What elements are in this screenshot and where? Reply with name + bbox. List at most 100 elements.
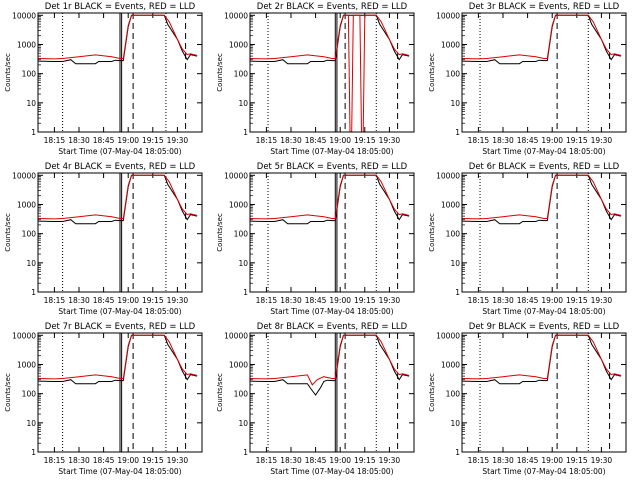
x-tick-label: 18:30 — [68, 456, 90, 465]
detector-panel-4: Det 4r BLACK = Events, RED = LLD Counts/s… — [4, 162, 203, 316]
x-axis-label: Start Time (07-May-04 18:05:00) — [58, 307, 181, 316]
y-tick-label: 100 — [22, 230, 37, 239]
y-tick-label: 10 — [238, 99, 248, 108]
detector-panel-1: Det 1r BLACK = Events, RED = LLD Counts/s… — [4, 2, 203, 156]
x-axis-label: Start Time (07-May-04 18:05:00) — [482, 147, 605, 156]
series-line-events — [462, 14, 622, 65]
series-line-events — [250, 174, 410, 225]
y-tick-label: 100 — [22, 70, 37, 79]
x-tick-label: 18:30 — [68, 136, 90, 145]
y-axis-label: Counts/sec — [4, 213, 12, 252]
x-tick-label: 19:30 — [379, 296, 401, 305]
plot-frame — [249, 12, 415, 133]
x-tick-label: 19:00 — [329, 136, 351, 145]
x-tick-label: 18:45 — [517, 456, 539, 465]
y-tick-label: 1000 — [441, 200, 460, 209]
y-tick-label: 1 — [243, 448, 248, 457]
x-tick-label: 18:30 — [280, 296, 302, 305]
panel-title: Det 9r BLACK = Events, RED = LLD — [469, 322, 620, 332]
panel-title: Det 1r BLACK = Events, RED = LLD — [45, 2, 196, 12]
x-tick-label: 19:00 — [541, 136, 563, 145]
plot-frame — [37, 172, 203, 293]
y-axis-label: Counts/sec — [216, 373, 224, 412]
series-line-lld — [250, 334, 410, 386]
y-tick-label: 1 — [455, 128, 460, 137]
series-line-events — [38, 174, 198, 225]
detector-panel-7: Det 7r BLACK = Events, RED = LLD Counts/s… — [4, 322, 203, 476]
y-tick-label: 10000 — [12, 11, 36, 20]
x-axis-label: Start Time (07-May-04 18:05:00) — [270, 467, 393, 476]
y-tick-label: 1000 — [229, 40, 248, 49]
x-tick-label: 19:30 — [591, 296, 613, 305]
x-tick-label: 18:15 — [468, 456, 490, 465]
y-tick-label: 1000 — [17, 40, 36, 49]
y-tick-label: 1 — [455, 288, 460, 297]
y-tick-label: 1 — [243, 288, 248, 297]
series-line-lld — [250, 14, 410, 132]
x-tick-label: 19:00 — [541, 456, 563, 465]
x-tick-label: 19:00 — [117, 136, 139, 145]
y-tick-label: 100 — [22, 390, 37, 399]
detector-panel-8: Det 8r BLACK = Events, RED = LLD Counts/s… — [216, 322, 415, 476]
y-tick-label: 10 — [238, 259, 248, 268]
series-line-events — [250, 14, 410, 65]
x-axis-label: Start Time (07-May-04 18:05:00) — [482, 307, 605, 316]
x-tick-label: 18:30 — [492, 456, 514, 465]
x-tick-label: 18:15 — [256, 136, 278, 145]
plot-frame — [461, 332, 627, 453]
y-tick-label: 10000 — [224, 171, 248, 180]
y-axis-label: Counts/sec — [4, 373, 12, 412]
plot-frame — [461, 172, 627, 293]
y-tick-label: 10 — [238, 419, 248, 428]
x-tick-label: 18:30 — [492, 296, 514, 305]
y-tick-label: 1 — [243, 128, 248, 137]
x-tick-label: 19:30 — [167, 136, 189, 145]
x-tick-label: 19:00 — [329, 456, 351, 465]
series-line-lld — [250, 174, 410, 220]
x-tick-label: 19:30 — [379, 456, 401, 465]
y-tick-label: 10000 — [224, 11, 248, 20]
x-tick-label: 18:30 — [492, 136, 514, 145]
plot-frame — [37, 12, 203, 133]
series-line-lld — [38, 334, 198, 380]
y-tick-label: 1 — [455, 448, 460, 457]
x-tick-label: 18:45 — [305, 296, 327, 305]
x-tick-label: 18:15 — [468, 136, 490, 145]
series-line-events — [462, 174, 622, 225]
x-tick-label: 19:15 — [566, 456, 588, 465]
x-tick-label: 18:15 — [256, 456, 278, 465]
y-axis-label: Counts/sec — [428, 53, 436, 92]
x-tick-label: 18:45 — [517, 296, 539, 305]
y-tick-label: 10000 — [12, 331, 36, 340]
x-tick-label: 19:15 — [354, 136, 376, 145]
x-tick-label: 19:15 — [354, 456, 376, 465]
series-line-lld — [38, 14, 198, 60]
panel-title: Det 5r BLACK = Events, RED = LLD — [257, 162, 408, 172]
y-tick-label: 10 — [26, 99, 36, 108]
x-tick-label: 18:15 — [44, 296, 66, 305]
y-axis-label: Counts/sec — [216, 53, 224, 92]
x-tick-label: 19:00 — [117, 296, 139, 305]
y-tick-label: 10 — [450, 99, 460, 108]
x-tick-label: 19:30 — [591, 456, 613, 465]
x-tick-label: 18:15 — [468, 296, 490, 305]
x-tick-label: 18:45 — [93, 296, 115, 305]
y-tick-label: 10000 — [436, 11, 460, 20]
y-tick-label: 1 — [31, 448, 36, 457]
plot-frame — [249, 172, 415, 293]
y-tick-label: 1000 — [17, 360, 36, 369]
y-tick-label: 10 — [26, 259, 36, 268]
y-tick-label: 100 — [234, 230, 249, 239]
x-axis-label: Start Time (07-May-04 18:05:00) — [270, 307, 393, 316]
y-tick-label: 10 — [450, 259, 460, 268]
y-tick-label: 1 — [31, 128, 36, 137]
x-tick-label: 18:30 — [280, 456, 302, 465]
series-line-events — [250, 334, 410, 396]
x-tick-label: 19:15 — [566, 296, 588, 305]
x-tick-label: 19:30 — [591, 136, 613, 145]
x-tick-label: 19:00 — [329, 296, 351, 305]
x-tick-label: 18:45 — [93, 136, 115, 145]
x-tick-label: 19:30 — [379, 136, 401, 145]
series-line-lld — [462, 14, 622, 60]
y-tick-label: 10000 — [436, 331, 460, 340]
